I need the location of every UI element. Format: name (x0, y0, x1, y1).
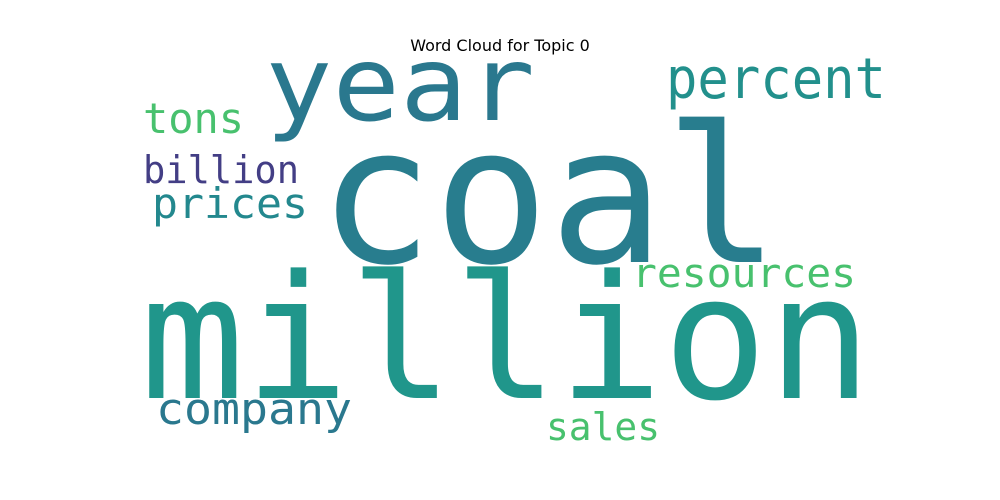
word-year: year (265, 25, 535, 145)
word-resources: resources (632, 251, 856, 297)
word-tons: tons (143, 94, 244, 143)
word-company: company (156, 384, 352, 435)
word-coal: coal (318, 86, 780, 307)
word-billion: billion (143, 148, 299, 192)
word-sales: sales (546, 405, 660, 449)
word-percent: percent (666, 47, 886, 112)
chart-title: Word Cloud for Topic 0 (410, 36, 590, 55)
word-prices: prices (152, 179, 308, 228)
word-million: million (140, 238, 872, 439)
